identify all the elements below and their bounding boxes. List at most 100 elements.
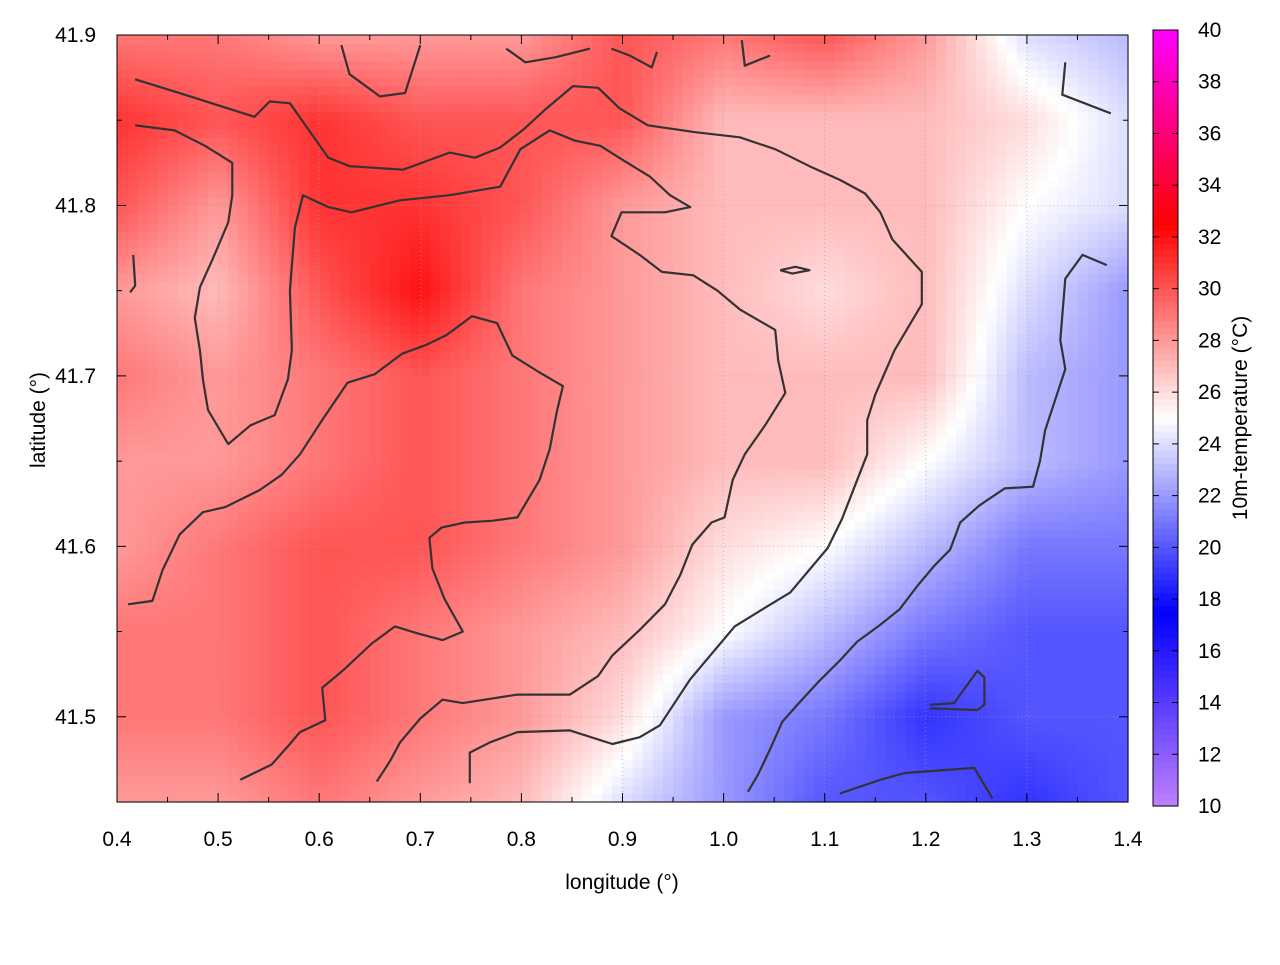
heatmap-cell: [551, 205, 563, 215]
heatmap-cell: [197, 597, 209, 607]
heatmap-cell: [481, 401, 492, 411]
heatmap-cell: [299, 486, 310, 496]
heatmap-cell: [592, 35, 603, 45]
heatmap-cell: [248, 469, 260, 479]
heatmap-cell: [582, 214, 593, 224]
heatmap-cell: [137, 682, 148, 692]
heatmap-cell: [652, 35, 664, 45]
heatmap-cell: [157, 750, 169, 760]
heatmap-cell: [167, 52, 179, 62]
heatmap-cell: [339, 648, 351, 658]
heatmap-cell: [521, 222, 533, 232]
heatmap-cell: [137, 86, 148, 96]
heatmap-cell: [268, 239, 280, 249]
heatmap-cell: [278, 375, 290, 385]
heatmap-cell: [642, 606, 654, 616]
heatmap-cell: [329, 290, 340, 300]
heatmap-cell: [167, 554, 179, 564]
heatmap-cell: [157, 86, 169, 96]
heatmap-cell: [319, 137, 330, 147]
heatmap-cell: [521, 111, 533, 121]
heatmap-cell: [592, 222, 603, 232]
heatmap-cell: [299, 520, 310, 530]
heatmap-cell: [329, 503, 340, 513]
heatmap-cell: [622, 410, 634, 420]
heatmap-cell: [450, 793, 462, 803]
heatmap-cell: [278, 265, 290, 275]
heatmap-cell: [379, 111, 391, 121]
heatmap-cell: [531, 222, 543, 232]
heatmap-cell: [662, 435, 674, 445]
heatmap-cell: [592, 571, 603, 581]
heatmap-cell: [582, 137, 593, 147]
heatmap-cell: [187, 444, 199, 454]
heatmap-cell: [137, 708, 148, 718]
heatmap-cell: [450, 384, 462, 394]
heatmap-cell: [642, 742, 654, 752]
heatmap-cell: [410, 452, 421, 462]
heatmap-cell: [582, 444, 593, 454]
heatmap-cell: [592, 529, 603, 539]
heatmap-cell: [420, 248, 431, 258]
heatmap-cell: [268, 307, 280, 317]
heatmap-cell: [561, 52, 573, 62]
heatmap-cell: [117, 750, 128, 760]
heatmap-cell: [420, 563, 431, 573]
heatmap-cell: [208, 128, 219, 138]
heatmap-cell: [137, 350, 148, 360]
heatmap-cell: [309, 699, 320, 709]
heatmap-cell: [278, 401, 290, 411]
heatmap-cell: [157, 350, 169, 360]
heatmap-cell: [288, 452, 300, 462]
heatmap-cell: [622, 427, 634, 437]
heatmap-cell: [481, 137, 492, 147]
heatmap-cell: [238, 333, 249, 343]
heatmap-cell: [288, 657, 300, 667]
heatmap-cell: [592, 77, 603, 87]
heatmap-cell: [359, 435, 371, 445]
heatmap-cell: [339, 358, 351, 368]
heatmap-cell: [157, 375, 169, 385]
heatmap-cell: [117, 384, 128, 394]
heatmap-cell: [460, 640, 472, 650]
heatmap-cell: [582, 248, 593, 258]
heatmap-cell: [339, 282, 351, 292]
heatmap-cell: [652, 657, 664, 667]
heatmap-cell: [450, 214, 462, 224]
heatmap-cell: [167, 290, 179, 300]
heatmap-cell: [197, 503, 209, 513]
heatmap-cell: [521, 767, 533, 777]
heatmap-cell: [400, 606, 411, 616]
heatmap-cell: [511, 674, 522, 684]
heatmap-cell: [460, 657, 472, 667]
heatmap-cell: [147, 307, 158, 317]
heatmap-cell: [278, 52, 290, 62]
heatmap-cell: [329, 469, 340, 479]
heatmap-cell: [592, 750, 603, 760]
heatmap-cell: [187, 520, 199, 530]
heatmap-cell: [612, 750, 624, 760]
heatmap-cell: [238, 554, 249, 564]
heatmap-cell: [379, 358, 391, 368]
heatmap-cell: [329, 154, 340, 164]
heatmap-cell: [309, 367, 320, 377]
heatmap-cell: [349, 750, 361, 760]
heatmap-cell: [470, 384, 482, 394]
heatmap-cell: [430, 307, 442, 317]
heatmap-cell: [147, 137, 158, 147]
heatmap-cell: [551, 495, 563, 505]
heatmap-cell: [309, 222, 320, 232]
heatmap-cell: [319, 648, 330, 658]
heatmap-cell: [359, 299, 371, 309]
heatmap-cell: [551, 179, 563, 189]
heatmap-cell: [147, 640, 158, 650]
heatmap-cell: [501, 94, 512, 104]
heatmap-cell: [309, 273, 320, 283]
heatmap-cell: [117, 256, 128, 266]
heatmap-cell: [440, 742, 452, 752]
heatmap-cell: [561, 154, 573, 164]
heatmap-cell: [470, 640, 482, 650]
heatmap-cell: [561, 290, 573, 300]
heatmap-cell: [258, 742, 270, 752]
heatmap-cell: [662, 512, 674, 522]
